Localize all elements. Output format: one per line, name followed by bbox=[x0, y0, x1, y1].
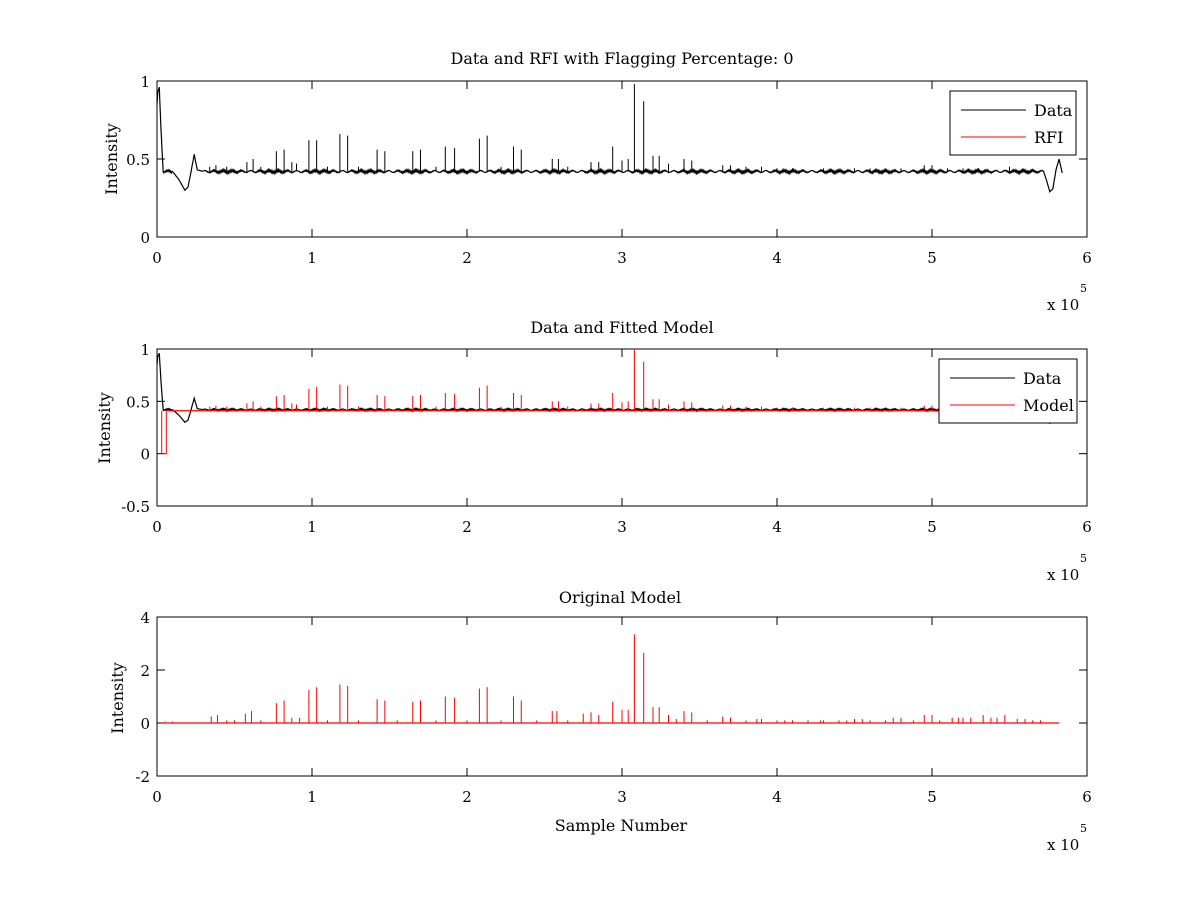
x-tick-label: 2 bbox=[462, 518, 472, 536]
axes-box bbox=[156, 348, 1088, 507]
legend-label-data: Data bbox=[1023, 369, 1062, 388]
x-tick-label: 4 bbox=[772, 249, 782, 267]
series-model-dip bbox=[161, 410, 167, 455]
series-group bbox=[157, 84, 1063, 194]
subplot-data-model: Data and Fitted Model Intensity x 10 5 bbox=[95, 318, 1087, 584]
legend-box bbox=[938, 358, 1078, 424]
y-tick-label: 0 bbox=[140, 229, 150, 247]
x-tick-label: 0 bbox=[152, 518, 162, 536]
y-tick-label: 4 bbox=[140, 609, 150, 627]
y-tick-label: -0.5 bbox=[121, 498, 150, 516]
subplot-1-x-multiplier: x 10 bbox=[1047, 296, 1079, 314]
subplot-1-ylabel: Intensity bbox=[102, 123, 121, 195]
x-tick-label: 0 bbox=[152, 249, 162, 267]
subplot-1-x-multiplier-exponent: 5 bbox=[1080, 282, 1087, 295]
axes-box bbox=[156, 616, 1088, 777]
x-tick-label: 2 bbox=[462, 249, 472, 267]
subplot-2-x-multiplier: x 10 bbox=[1047, 566, 1079, 584]
x-tick-label: 4 bbox=[772, 788, 782, 806]
series-group bbox=[161, 634, 1060, 724]
plot-area-1: 0 1 2 3 4 5 6 0 0.5 1 Data RFI bbox=[126, 73, 1092, 267]
x-tick-label: 0 bbox=[152, 788, 162, 806]
x-tick-label: 2 bbox=[462, 788, 472, 806]
x-tick-label: 6 bbox=[1082, 249, 1092, 267]
subplot-2-ylabel: Intensity bbox=[95, 392, 114, 464]
subplot-data-rfi: Data and RFI with Flagging Percentage: 0… bbox=[102, 49, 1087, 314]
subplot-3-ylabel: Intensity bbox=[108, 662, 127, 734]
x-tick-label: 3 bbox=[617, 788, 627, 806]
legend-label-model: Model bbox=[1023, 396, 1074, 415]
legend-box bbox=[949, 90, 1077, 156]
y-tick-label: 2 bbox=[140, 662, 150, 680]
y-tick-label: 1 bbox=[140, 73, 150, 91]
legend-label-data: Data bbox=[1034, 101, 1073, 120]
x-tick-label: 6 bbox=[1082, 518, 1092, 536]
x-tick-label: 3 bbox=[617, 518, 627, 536]
subplot-3-x-multiplier-exponent: 5 bbox=[1080, 822, 1087, 835]
axes-box bbox=[156, 80, 1088, 238]
y-tick-label: 0 bbox=[140, 715, 150, 733]
x-tick-label: 1 bbox=[307, 788, 317, 806]
subplot-3-x-multiplier: x 10 bbox=[1047, 836, 1079, 854]
series-data-trace bbox=[157, 352, 1063, 425]
x-tick-label: 3 bbox=[617, 249, 627, 267]
subplot-1-title: Data and RFI with Flagging Percentage: 0 bbox=[450, 49, 793, 68]
x-tick-label: 1 bbox=[307, 518, 317, 536]
subplot-2-title: Data and Fitted Model bbox=[530, 318, 713, 337]
x-tick-label: 5 bbox=[927, 518, 937, 536]
y-tick-label: 0.5 bbox=[126, 393, 150, 411]
subplot-original-model: Original Model Intensity Sample Number x… bbox=[108, 588, 1087, 854]
x-tick-label: 6 bbox=[1082, 788, 1092, 806]
x-tick-label: 1 bbox=[307, 249, 317, 267]
legend: Data Model bbox=[938, 358, 1078, 424]
y-tick-label: 0 bbox=[140, 446, 150, 464]
series-data-trace bbox=[157, 87, 1063, 194]
y-tick-label: -2 bbox=[135, 768, 150, 786]
x-tick-label: 5 bbox=[927, 788, 937, 806]
y-tick-label: 0.5 bbox=[126, 151, 150, 169]
x-tick-label: 5 bbox=[927, 249, 937, 267]
y-tick-label: 1 bbox=[140, 341, 150, 359]
subplot-3-xlabel: Sample Number bbox=[555, 816, 688, 835]
legend: Data RFI bbox=[949, 90, 1077, 156]
x-tick-label: 4 bbox=[772, 518, 782, 536]
subplot-3-title: Original Model bbox=[559, 588, 681, 607]
subplot-2-x-multiplier-exponent: 5 bbox=[1080, 552, 1087, 565]
legend-label-rfi: RFI bbox=[1034, 128, 1063, 147]
series-group bbox=[157, 349, 1063, 455]
